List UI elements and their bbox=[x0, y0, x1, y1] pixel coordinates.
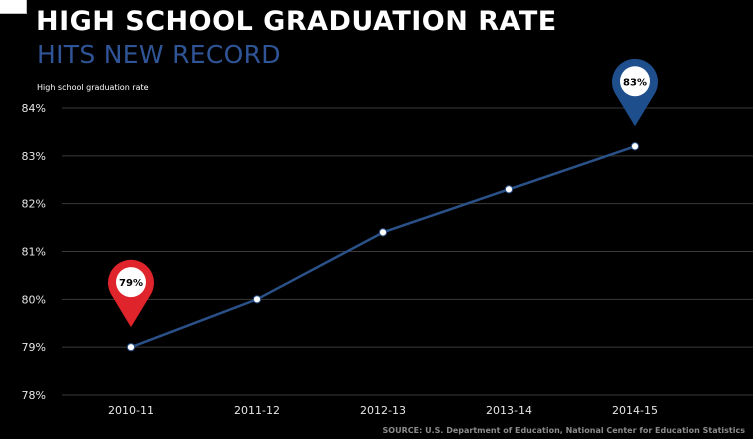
x-tick-label: 2011-12 bbox=[234, 404, 280, 417]
y-tick-label: 82% bbox=[22, 198, 46, 211]
y-axis-label: High school graduation rate bbox=[37, 83, 149, 92]
y-tick-label: 79% bbox=[22, 341, 46, 354]
annotation-pin-center bbox=[620, 66, 650, 97]
y-tick-label: 80% bbox=[22, 293, 46, 306]
data-point bbox=[126, 343, 136, 352]
source-note: SOURCE: U.S. Department of Education, Na… bbox=[382, 426, 745, 435]
chart-title: HIGH SCHOOL GRADUATION RATE bbox=[36, 6, 557, 37]
corner-notch bbox=[0, 0, 27, 14]
data-point bbox=[630, 142, 640, 151]
annotation-pin-center bbox=[116, 267, 146, 298]
data-point bbox=[504, 185, 514, 194]
y-tick-label: 83% bbox=[22, 150, 46, 163]
y-tick-label: 81% bbox=[22, 246, 46, 259]
annotation-label: 79% bbox=[119, 278, 143, 289]
x-tick-label: 2012-13 bbox=[360, 404, 406, 417]
annotation-label: 83% bbox=[623, 77, 647, 88]
x-tick-label: 2013-14 bbox=[486, 404, 532, 417]
data-point bbox=[378, 228, 388, 237]
x-tick-label: 2014-15 bbox=[612, 404, 658, 417]
data-point bbox=[252, 295, 262, 304]
series-line bbox=[130, 145, 636, 349]
y-tick-label: 78% bbox=[22, 389, 46, 402]
chart-subtitle: HITS NEW RECORD bbox=[37, 40, 281, 69]
y-tick-label: 84% bbox=[22, 102, 46, 115]
x-tick-label: 2010-11 bbox=[108, 404, 154, 417]
